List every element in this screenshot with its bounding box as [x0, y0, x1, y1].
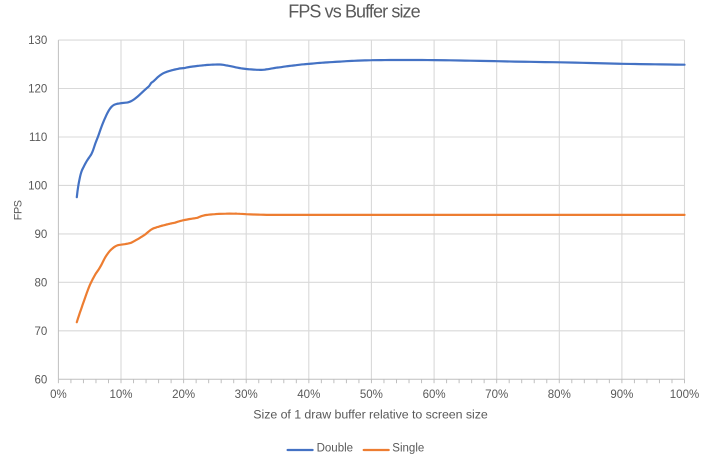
svg-text:Single: Single	[392, 443, 424, 455]
svg-text:FPS vs Buffer size: FPS vs Buffer size	[288, 2, 420, 22]
svg-text:70%: 70%	[485, 389, 508, 401]
svg-text:60%: 60%	[423, 389, 446, 401]
svg-text:Double: Double	[317, 443, 353, 455]
svg-text:40%: 40%	[297, 389, 320, 401]
svg-text:50%: 50%	[360, 389, 383, 401]
svg-text:100: 100	[28, 181, 47, 193]
svg-text:0%: 0%	[50, 389, 67, 401]
svg-text:70: 70	[35, 326, 48, 338]
svg-text:80%: 80%	[548, 389, 571, 401]
svg-text:90: 90	[35, 229, 48, 241]
svg-text:Size of 1 draw buffer relative: Size of 1 draw buffer relative to screen…	[253, 407, 488, 421]
svg-text:30%: 30%	[235, 389, 258, 401]
svg-text:10%: 10%	[109, 389, 132, 401]
svg-text:20%: 20%	[172, 389, 195, 401]
svg-text:FPS: FPS	[13, 200, 25, 220]
svg-text:130: 130	[28, 35, 47, 47]
svg-text:120: 120	[28, 84, 47, 96]
svg-text:80: 80	[35, 277, 48, 289]
svg-text:100%: 100%	[670, 389, 699, 401]
svg-text:60: 60	[35, 374, 48, 386]
svg-text:110: 110	[29, 132, 47, 144]
svg-text:90%: 90%	[610, 389, 633, 401]
